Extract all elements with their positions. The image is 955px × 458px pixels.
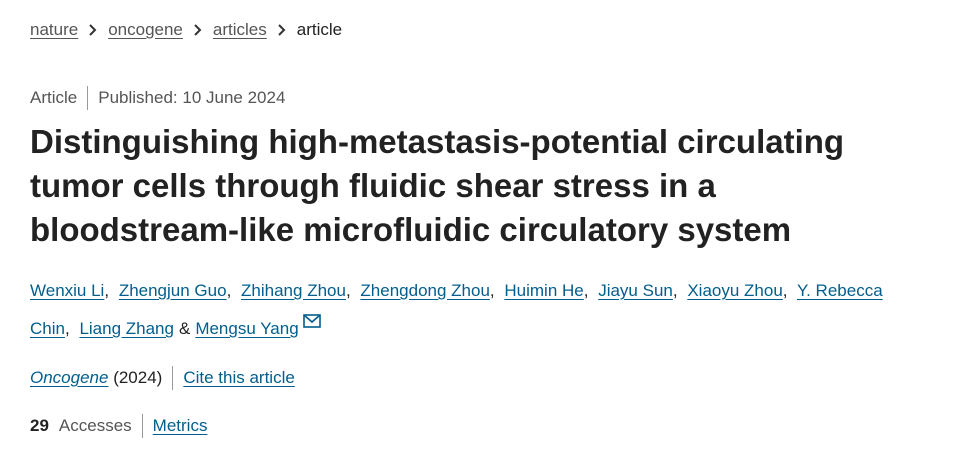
article-title: Distinguishing high-metastasis-potential…	[30, 120, 844, 252]
cite-link[interactable]: Cite this article	[183, 368, 295, 387]
author-link[interactable]: Zhengdong Zhou	[360, 281, 490, 300]
journal-year: (2024)	[113, 368, 163, 387]
author-list: Wenxiu Li, Zhengjun Guo, Zhihang Zhou, Z…	[30, 272, 930, 348]
access-label: Accesses	[58, 416, 132, 435]
title-line: Distinguishing high-metastasis-potential…	[30, 123, 845, 160]
published-date: 10 June 2024	[182, 88, 286, 107]
author-separator: ,	[226, 281, 232, 300]
author-link[interactable]: Y. Rebecca Chin	[30, 281, 883, 338]
divider	[172, 366, 174, 390]
author-link[interactable]: Huimin He	[504, 281, 584, 300]
author-separator: ,	[64, 319, 70, 338]
author-link[interactable]: Xiaoyu Zhou	[687, 281, 783, 300]
divider	[141, 414, 143, 438]
chevron	[278, 24, 286, 36]
author-link[interactable]: Mengsu Yang	[195, 319, 299, 338]
author-separator: ,	[672, 281, 678, 300]
breadcrumb-current: article	[296, 20, 343, 39]
author-separator: ,	[782, 281, 788, 300]
metrics-link[interactable]: Metrics	[152, 416, 208, 435]
author-link[interactable]: Wenxiu Li	[30, 281, 105, 300]
published-label: Published:	[98, 88, 178, 107]
article-meta: Article Published: 10 June 2024	[30, 86, 285, 110]
title-line: tumor cells through fluidic shear stress…	[30, 167, 716, 204]
email-icon[interactable]	[302, 314, 321, 328]
access-count: 29	[30, 416, 49, 435]
metrics-line: 29 Accesses Metrics	[30, 414, 207, 438]
author-link[interactable]: Liang Zhang	[79, 319, 174, 338]
author-link[interactable]: Zhihang Zhou	[241, 281, 346, 300]
author-separator: ,	[104, 281, 110, 300]
author-link[interactable]: Zhengjun Guo	[118, 281, 227, 300]
breadcrumb-link[interactable]: articles	[212, 20, 267, 39]
journal-link[interactable]: Oncogene	[30, 368, 109, 387]
breadcrumb-link[interactable]: nature	[30, 20, 79, 39]
divider	[87, 86, 89, 110]
title-line: bloodstream-like microfluidic circulator…	[30, 211, 792, 248]
author-separator: &	[178, 319, 191, 338]
article-type: Article	[30, 88, 78, 107]
author-separator: ,	[345, 281, 351, 300]
author-separator: ,	[489, 281, 495, 300]
author-separator: ,	[583, 281, 589, 300]
journal-line: Oncogene (2024) Cite this article	[30, 366, 295, 390]
chevron	[194, 24, 202, 36]
breadcrumb: nature oncogene articles article	[30, 20, 342, 40]
author-link[interactable]: Jiayu Sun	[598, 281, 673, 300]
chevron	[89, 24, 97, 36]
breadcrumb-link[interactable]: oncogene	[108, 20, 183, 39]
